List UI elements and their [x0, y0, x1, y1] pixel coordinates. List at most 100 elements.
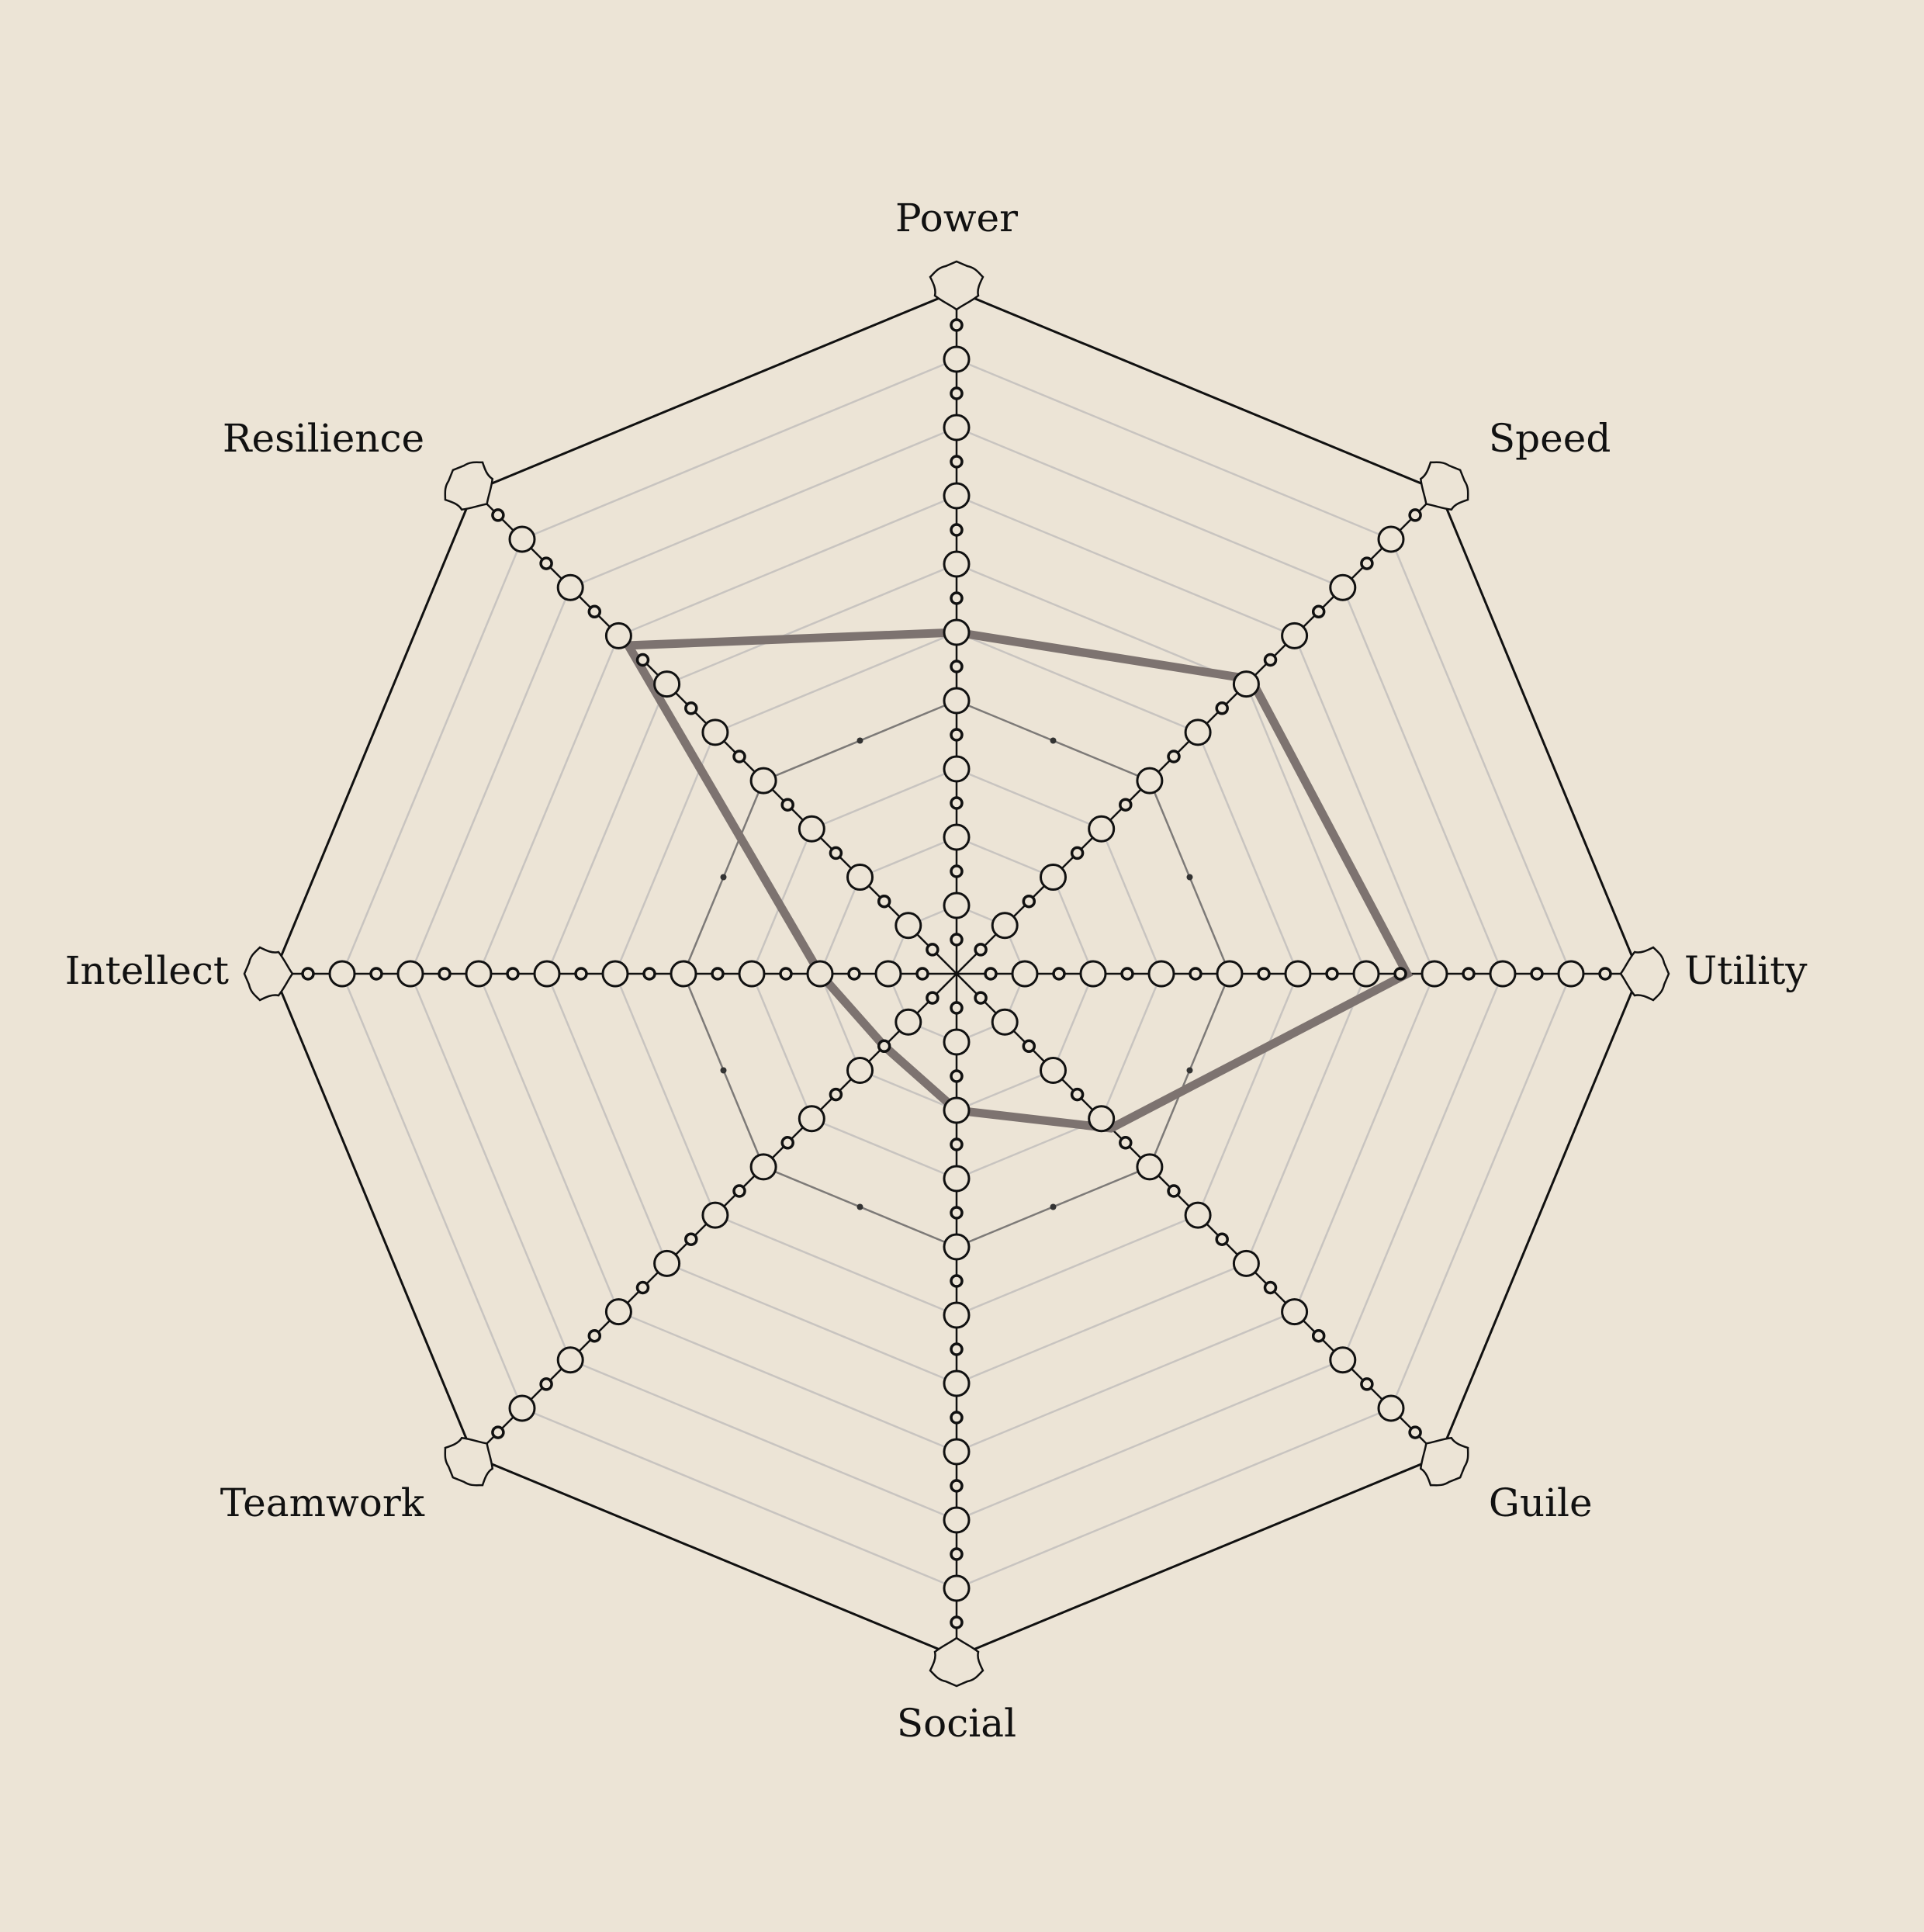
axis-marker-minor: [712, 968, 723, 979]
axis-marker-major: [799, 1106, 824, 1131]
axis-marker-minor: [1216, 703, 1227, 714]
axis-marker-minor: [951, 1276, 962, 1286]
axis-marker-major: [944, 415, 969, 440]
axis-marker-minor: [1395, 968, 1406, 979]
axis-marker-minor: [1023, 896, 1034, 907]
axis-marker-major: [1081, 961, 1106, 986]
axis-marker-major: [944, 483, 969, 508]
axis-labels: Power Speed Utility Guile Social Teamwork Inte…: [65, 196, 1808, 1746]
axis-marker-minor: [849, 968, 860, 979]
axis-marker-minor: [1313, 1331, 1324, 1342]
axis-marker-major: [944, 825, 969, 850]
axis-marker-minor: [493, 510, 503, 521]
axis-marker-minor: [686, 1234, 697, 1245]
axis-marker-major: [944, 1508, 969, 1532]
axis-marker-minor: [951, 1139, 962, 1150]
axis-marker-minor: [1258, 968, 1269, 979]
axis-marker-minor: [1216, 1234, 1227, 1245]
axis-marker-major: [944, 1234, 969, 1259]
axis-marker-minor: [951, 661, 962, 672]
axis-marker-major: [1331, 575, 1355, 600]
reference-dot: [721, 1068, 727, 1074]
shield-icon: [930, 261, 983, 310]
axis-marker-minor: [589, 1331, 600, 1342]
axis-marker-major: [671, 961, 696, 986]
axis-marker-major: [1234, 672, 1258, 697]
axis-marker-minor: [1265, 655, 1276, 666]
axis-marker-major: [1089, 1106, 1114, 1131]
axis-marker-minor: [541, 558, 552, 569]
axis-marker-minor: [1362, 558, 1372, 569]
axis-marker-major: [603, 961, 628, 986]
axis-marker-major: [1559, 961, 1583, 986]
axis-label-social: Social: [897, 1701, 1016, 1746]
axis-marker-minor: [917, 968, 928, 979]
axis-marker-major: [1137, 1155, 1162, 1179]
axis-label-guile: Guile: [1489, 1480, 1593, 1525]
axis-marker-major: [655, 672, 680, 697]
axis-marker-major: [876, 961, 901, 986]
axis-marker-major: [1041, 1058, 1066, 1083]
axis-marker-minor: [439, 968, 450, 979]
axis-marker-major: [703, 720, 728, 745]
reference-dot: [1187, 874, 1193, 881]
axis-marker-major: [944, 688, 969, 713]
axis-marker-major: [466, 961, 491, 986]
series-line: [628, 632, 1407, 1128]
axis-marker-major: [944, 552, 969, 576]
axis-marker-major: [896, 1009, 921, 1034]
axis-marker-major: [751, 768, 776, 793]
axis-marker-minor: [951, 525, 962, 535]
axis-marker-minor: [975, 944, 986, 955]
axis-marker-minor: [589, 606, 600, 617]
axis-label-resilience: Resilience: [223, 416, 424, 461]
axis-marker-major: [1217, 961, 1242, 986]
axis-marker-major: [944, 1166, 969, 1191]
axis-marker-major: [535, 961, 559, 986]
axis-label-speed: Speed: [1489, 416, 1611, 461]
axis-marker-major: [992, 913, 1017, 938]
axis-marker-minor: [975, 992, 986, 1003]
axis-marker-major: [1331, 1348, 1355, 1373]
axis-marker-major: [1149, 961, 1174, 986]
axis-marker-major: [558, 575, 583, 600]
axis-label-utility: Utility: [1684, 948, 1808, 993]
shield-shape: [244, 947, 292, 1000]
axis-marker-major: [398, 961, 423, 986]
axis-marker-minor: [927, 992, 938, 1003]
axis-marker-major: [1282, 623, 1307, 648]
axis-marker-major: [944, 1098, 969, 1123]
axis-marker-minor: [1120, 1137, 1131, 1148]
axis-marker-major: [1490, 961, 1515, 986]
axis-marker-major: [1137, 768, 1162, 793]
axis-marker-major: [944, 893, 969, 918]
axis-marker-major: [558, 1348, 583, 1373]
axis-marker-minor: [493, 1427, 503, 1438]
reference-dot: [1050, 738, 1057, 744]
axis-marker-minor: [951, 1617, 962, 1628]
axis-marker-major: [751, 1155, 776, 1179]
axis-label-intellect: Intellect: [65, 948, 229, 993]
shield-icon: [244, 947, 292, 1000]
axis-marker-major: [510, 1396, 535, 1421]
axis-marker-major: [896, 913, 921, 938]
axis-marker-minor: [1168, 751, 1179, 762]
axis-marker-major: [944, 347, 969, 372]
reference-dot: [1187, 1068, 1193, 1074]
series-layer: [628, 632, 1407, 1128]
axis-marker-major: [1089, 816, 1114, 841]
axis-marker-major: [655, 1251, 680, 1276]
axis-marker-minor: [951, 1002, 962, 1013]
reference-dot: [857, 738, 863, 744]
axis-marker-major: [1422, 961, 1447, 986]
axis-marker-minor: [951, 1412, 962, 1423]
reference-dot: [857, 1204, 863, 1210]
axis-marker-minor: [782, 799, 793, 810]
axis-marker-minor: [1463, 968, 1474, 979]
axis-marker-minor: [1122, 968, 1133, 979]
axis-marker-major: [1282, 1300, 1307, 1324]
reference-dot: [1050, 1204, 1057, 1210]
axis-marker-major: [1234, 1251, 1258, 1276]
axis-marker-major: [1185, 720, 1210, 745]
axis-marker-minor: [644, 968, 655, 979]
